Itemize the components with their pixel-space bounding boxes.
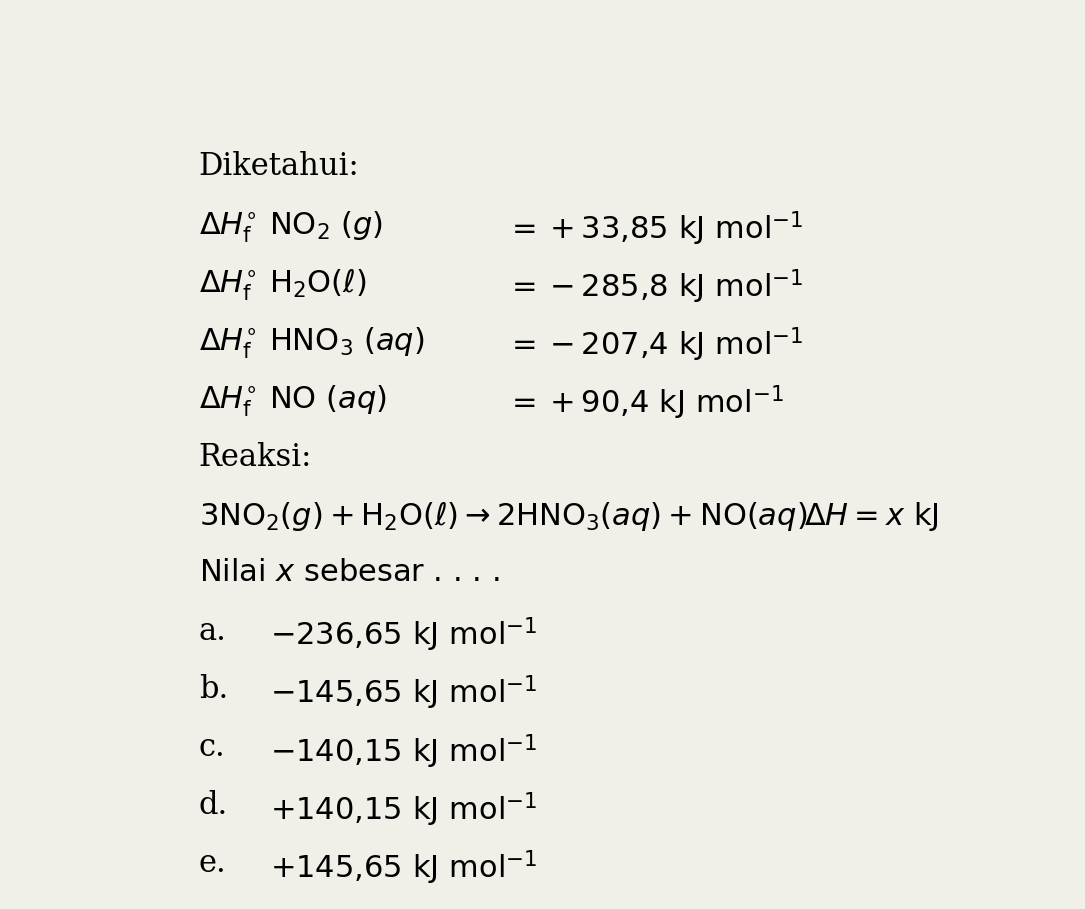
Text: b.: b. xyxy=(199,674,228,704)
Text: Nilai $x$ sebesar . . . .: Nilai $x$ sebesar . . . . xyxy=(199,558,499,586)
Text: $+145{,}65\ \mathrm{kJ\ mol^{-1}}$: $+145{,}65\ \mathrm{kJ\ mol^{-1}}$ xyxy=(270,848,537,886)
Text: Diketahui:: Diketahui: xyxy=(199,151,359,182)
Text: e.: e. xyxy=(199,848,227,879)
Text: d.: d. xyxy=(199,790,228,821)
Text: $-236{,}65\ \mathrm{kJ\ mol^{-1}}$: $-236{,}65\ \mathrm{kJ\ mol^{-1}}$ xyxy=(270,615,537,654)
Text: $= -285{,}8\ \mathrm{kJ\ mol^{-1}}$: $= -285{,}8\ \mathrm{kJ\ mol^{-1}}$ xyxy=(506,267,803,305)
Text: $\Delta H_{\mathrm{f}}^{\circ}\ \mathrm{HNO_3}\ (aq)$: $\Delta H_{\mathrm{f}}^{\circ}\ \mathrm{… xyxy=(199,325,424,361)
Text: $+140{,}15\ \mathrm{kJ\ mol^{-1}}$: $+140{,}15\ \mathrm{kJ\ mol^{-1}}$ xyxy=(270,790,537,829)
Text: $\Delta H_{\mathrm{f}}^{\circ}\ \mathrm{NO_2}\ (g)$: $\Delta H_{\mathrm{f}}^{\circ}\ \mathrm{… xyxy=(199,209,383,245)
Text: $= +90{,}4\ \mathrm{kJ\ mol^{-1}}$: $= +90{,}4\ \mathrm{kJ\ mol^{-1}}$ xyxy=(506,384,783,422)
Text: $= +33{,}85\ \mathrm{kJ\ mol^{-1}}$: $= +33{,}85\ \mathrm{kJ\ mol^{-1}}$ xyxy=(506,209,803,247)
Text: $\Delta H_{\mathrm{f}}^{\circ}\ \mathrm{NO}\ (aq)$: $\Delta H_{\mathrm{f}}^{\circ}\ \mathrm{… xyxy=(199,384,386,419)
Text: Reaksi:: Reaksi: xyxy=(199,442,312,473)
Text: $-145{,}65\ \mathrm{kJ\ mol^{-1}}$: $-145{,}65\ \mathrm{kJ\ mol^{-1}}$ xyxy=(270,674,537,713)
Text: $-140{,}15\ \mathrm{kJ\ mol^{-1}}$: $-140{,}15\ \mathrm{kJ\ mol^{-1}}$ xyxy=(270,732,537,771)
Text: $3\mathrm{NO_2}(g) + \mathrm{H_2O}(\ell) \rightarrow 2\mathrm{HNO_3}(aq) + \math: $3\mathrm{NO_2}(g) + \mathrm{H_2O}(\ell)… xyxy=(199,500,807,533)
Text: $\Delta H_{\mathrm{f}}^{\circ}\ \mathrm{H_2O}(\ell)$: $\Delta H_{\mathrm{f}}^{\circ}\ \mathrm{… xyxy=(199,267,366,303)
Text: c.: c. xyxy=(199,732,226,763)
Text: $= -207{,}4\ \mathrm{kJ\ mol^{-1}}$: $= -207{,}4\ \mathrm{kJ\ mol^{-1}}$ xyxy=(506,325,803,364)
Text: a.: a. xyxy=(199,615,227,647)
Text: $\Delta H = x\ \mathrm{kJ}$: $\Delta H = x\ \mathrm{kJ}$ xyxy=(804,500,939,533)
